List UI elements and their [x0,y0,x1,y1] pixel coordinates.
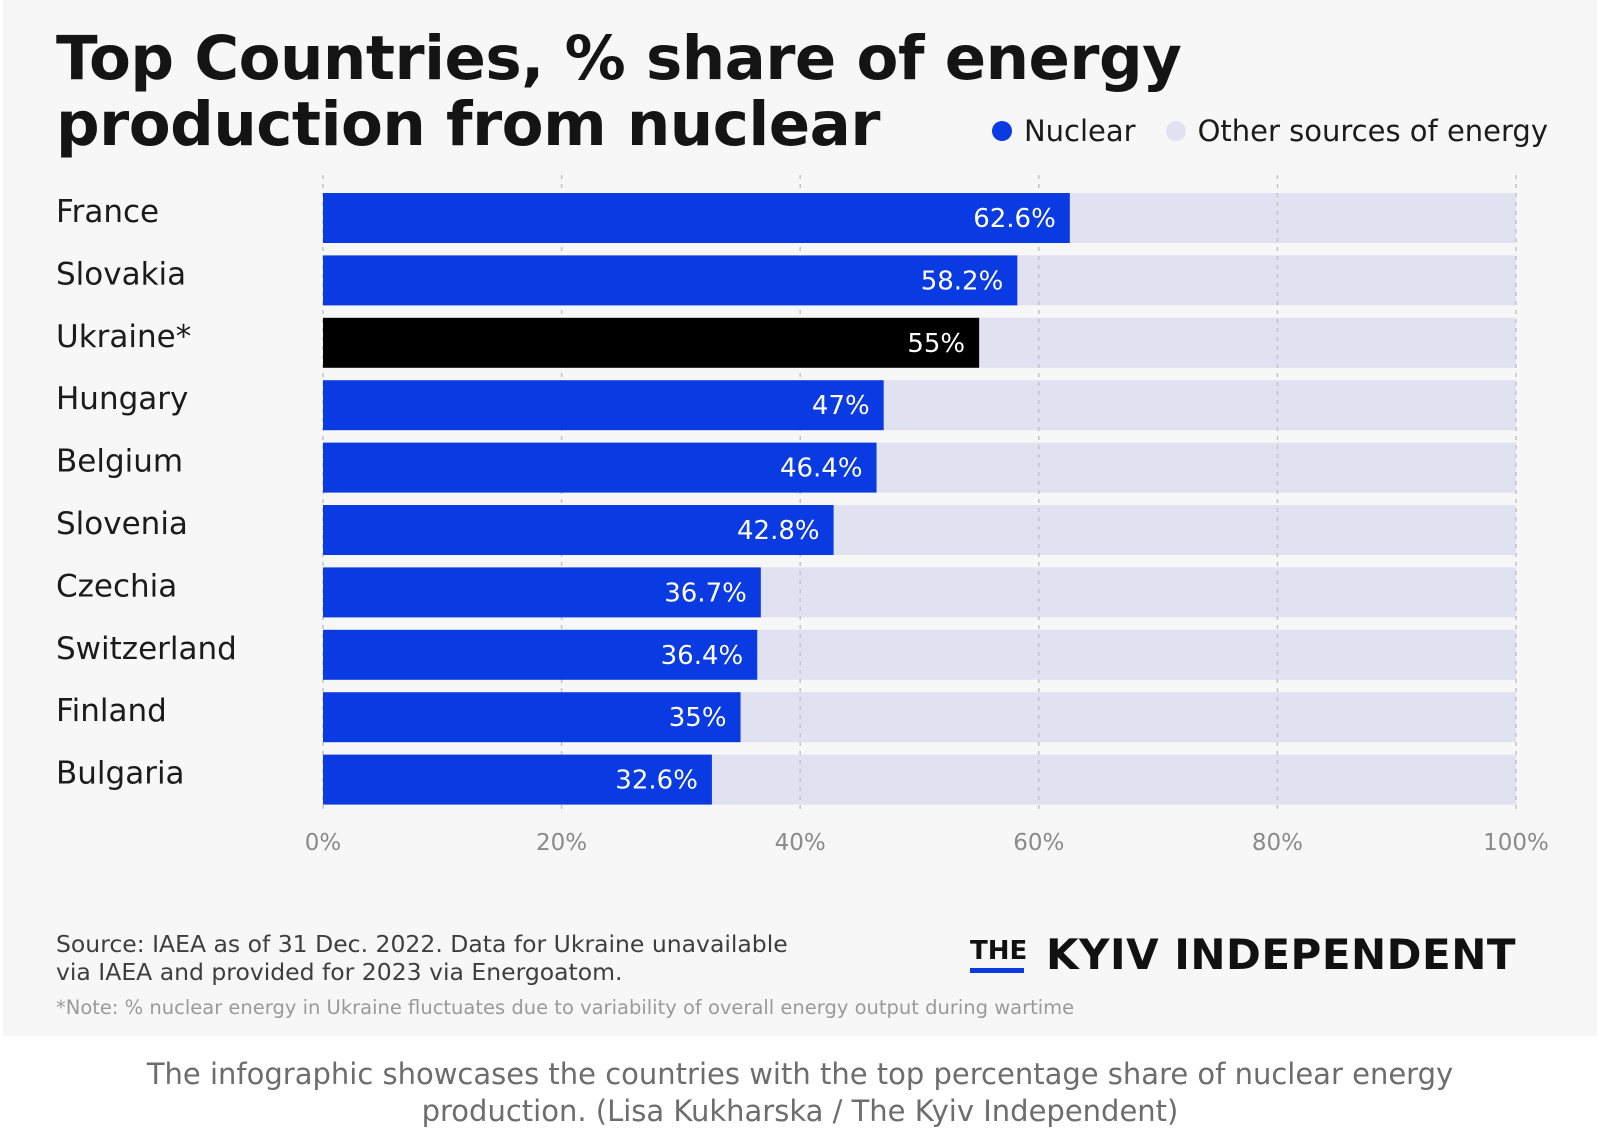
category-label-0: France [56,194,159,230]
bar-other-9 [711,754,1516,805]
bar-value-label-9: 32.6% [615,766,698,796]
image-caption: The infographic showcases the countries … [40,1056,1560,1130]
bar-other-5 [833,505,1516,555]
bar-other-6 [760,567,1516,618]
bar-nuclear-1 [323,255,1018,306]
bar-other-4 [876,442,1516,493]
caption-line-2: production. (Lisa Kukharska / The Kyiv I… [421,1094,1179,1128]
chart-title: Top Countries, % share of energy product… [56,23,1182,160]
bar-nuclear-6 [323,567,761,618]
bar-nuclear-9 [323,754,712,805]
bar-value-label-8: 35% [669,703,727,733]
logo-the: THE [970,936,1028,966]
logo-wordmark: KYIV INDEPENDENT [1046,930,1517,979]
bar-value-label-4: 46.4% [780,454,863,484]
bar-other-3 [883,380,1516,431]
bar-chart: 0% 20% 40% 60% 80% 100% 62.6% France 58.2% Slovak… [56,175,1549,856]
source-line-2: via IAEA and provided for 2023 via Energ… [56,958,623,986]
category-label-3: Hungary [56,381,188,417]
bar-nuclear-4 [323,442,877,493]
legend-swatch-nuclear [991,121,1012,141]
x-tick-label-0: 0% [305,830,342,856]
legend-label-nuclear: Nuclear [1023,114,1136,148]
category-label-8: Finland [56,693,167,729]
x-tick-label-5: 100% [1483,830,1549,856]
category-label-6: Czechia [56,568,177,604]
category-label-2: Ukraine* [56,319,191,355]
bar-other-0 [1069,193,1516,243]
x-tick-label-2: 40% [775,830,826,856]
x-tick-label-3: 60% [1013,830,1064,856]
legend-label-other: Other sources of energy [1197,114,1548,148]
logo-underline [970,968,1024,973]
bar-other-2 [979,317,1516,368]
bar-nuclear-3 [323,380,884,431]
source-line-1: Source: IAEA as of 31 Dec. 2022. Data fo… [56,930,788,958]
category-label-7: Switzerland [56,631,237,667]
category-label-1: Slovakia [56,256,186,292]
bar-value-label-2: 55% [907,329,965,359]
bar-other-8 [740,692,1516,743]
bar-nuclear-7 [323,629,758,680]
legend-swatch-other [1165,121,1186,141]
bar-value-label-7: 36.4% [661,641,744,671]
category-label-5: Slovenia [56,506,188,542]
legend-item-nuclear: Nuclear [991,114,1136,148]
chart-legend: Nuclear Other sources of energy [991,114,1548,148]
bar-value-label-0: 62.6% [973,204,1056,234]
bar-nuclear-0 [323,193,1070,243]
x-tick-label-1: 20% [536,830,587,856]
caption-line-1: The infographic showcases the countries … [146,1057,1454,1091]
footnote: *Note: % nuclear energy in Ukraine fluct… [56,996,1075,1019]
bar-value-label-6: 36.7% [664,578,747,608]
source-text: Source: IAEA as of 31 Dec. 2022. Data fo… [56,930,956,986]
kyiv-independent-logo: THE KYIV INDEPENDENT [970,930,1548,984]
bar-value-label-5: 42.8% [737,516,820,546]
x-tick-label-4: 80% [1252,830,1303,856]
category-label-9: Bulgaria [56,756,185,792]
category-label-4: Belgium [56,444,183,480]
bar-value-label-3: 47% [812,391,870,421]
bar-nuclear-2 [323,317,980,368]
bar-nuclear-8 [323,692,741,743]
legend-item-other: Other sources of energy [1165,114,1548,148]
bar-nuclear-5 [323,505,834,555]
bar-other-7 [757,629,1516,680]
bar-value-label-1: 58.2% [921,266,1004,296]
bar-other-1 [1017,255,1516,306]
